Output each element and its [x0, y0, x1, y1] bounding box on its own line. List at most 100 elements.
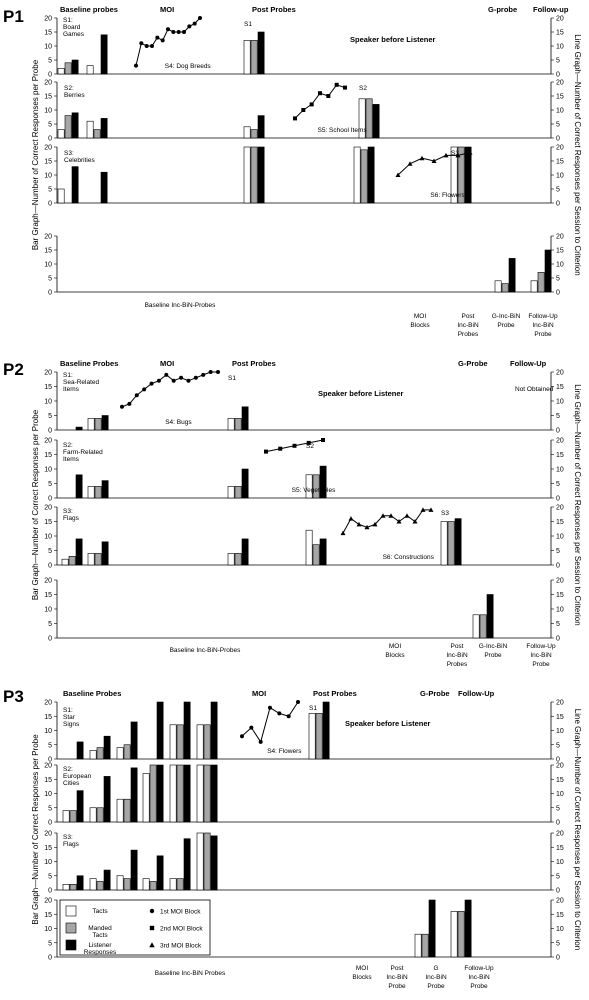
bar [414, 933, 422, 958]
bar [76, 875, 84, 891]
line-point [171, 30, 176, 34]
line-point [388, 513, 394, 518]
bar [203, 764, 211, 823]
tick-label-left: 0 [48, 428, 52, 435]
tick-label-left: 5 [48, 58, 52, 65]
bar [450, 911, 458, 958]
line-point [134, 63, 138, 68]
tick-label-left: 5 [48, 413, 52, 420]
bar [250, 146, 258, 204]
x-axis-caption: Probe [532, 661, 550, 668]
bar [75, 538, 83, 566]
x-axis-caption: Probes [447, 661, 468, 668]
tick-label-right: 0 [556, 888, 560, 895]
line-point [166, 27, 170, 32]
legend-label: 2nd MOI Block [160, 926, 203, 933]
line-point [278, 446, 283, 451]
bar [142, 878, 150, 891]
tick-label-left: 0 [48, 636, 52, 643]
set-label: S1: [63, 707, 73, 714]
line-point [277, 711, 282, 716]
bar [319, 538, 327, 566]
line-point [321, 438, 325, 442]
bar [464, 899, 472, 958]
tick-label-right: 0 [556, 636, 560, 643]
set-label: Celebrities [64, 157, 95, 164]
bar [479, 614, 487, 639]
line-point [201, 372, 206, 377]
tick-label-right: 15 [556, 384, 564, 391]
y-axis-title-right: Line Graph—Number of Correct Responses p… [573, 384, 582, 625]
line-point [334, 82, 339, 87]
bar [537, 272, 545, 293]
tick-label-right: 10 [556, 791, 564, 798]
tick-label-left: 5 [48, 481, 52, 488]
bar [241, 468, 249, 499]
legend-swatch [65, 905, 77, 917]
bar [447, 521, 455, 566]
tick-label-right: 0 [556, 496, 560, 503]
tick-label-right: 20 [556, 578, 564, 585]
legend-marker [149, 925, 155, 931]
bar [250, 40, 258, 75]
bar [508, 258, 516, 293]
x-axis-caption: Inc-BiN [468, 974, 490, 981]
line-point [264, 449, 268, 454]
line-point [155, 35, 160, 40]
legend-swatch [65, 939, 77, 951]
legend-label: 3rd MOI Block [160, 943, 202, 950]
phase-label: Baseline Probes [60, 359, 118, 368]
tick-label-left: 0 [48, 136, 52, 143]
tick-label-left: 20 [44, 763, 52, 770]
bar [358, 98, 366, 139]
bar [305, 529, 313, 566]
tick-label-right: 20 [556, 700, 564, 707]
bar [464, 146, 472, 204]
set-label: Flags [63, 841, 80, 848]
line-set-label: S5: School Items [318, 127, 368, 134]
line-set-label: S4: Bugs [165, 419, 192, 426]
tick-label-left: 10 [44, 607, 52, 614]
set-label: S3 [451, 150, 459, 157]
set-label: S2: [63, 442, 73, 449]
tick-label-right: 10 [556, 467, 564, 474]
y-axis-title-left: Bar Graph—Number of Correct Responses pe… [31, 409, 40, 600]
tick-label-right: 5 [556, 940, 560, 947]
bar [62, 810, 70, 823]
set-label: S2: [64, 85, 74, 92]
bar [183, 764, 191, 823]
x-axis-caption: Inc-BiN [457, 322, 479, 329]
bar [176, 764, 184, 823]
bar [176, 878, 184, 891]
line-point [186, 378, 191, 383]
bar [196, 832, 204, 891]
x-axis-caption: Probe [484, 652, 502, 659]
bar [96, 807, 104, 823]
x-axis-caption: Blocks [385, 652, 405, 659]
tick-label-right: 10 [556, 173, 564, 180]
bar [57, 129, 65, 139]
set-label: Farm-Related [63, 449, 103, 456]
legend-label: Tacts [92, 908, 108, 915]
tick-label-left: 0 [48, 496, 52, 503]
bar [103, 776, 111, 823]
bar [57, 188, 65, 204]
bar [86, 65, 94, 75]
bar [243, 126, 251, 139]
tick-label-left: 0 [48, 820, 52, 827]
tick-label-right: 0 [556, 820, 560, 827]
phase-label: Baseline Probes [63, 689, 121, 698]
line-point [249, 725, 254, 730]
x-axis-caption: Baseline Inc-BiN-Probes [145, 302, 217, 309]
series-line [342, 509, 431, 534]
bar [103, 869, 111, 891]
set-label: S1 [228, 375, 236, 382]
x-axis-caption: MOI [414, 313, 426, 320]
tick-label-right: 10 [556, 859, 564, 866]
bar [210, 701, 218, 760]
x-axis-caption: Inc-BiN [386, 974, 408, 981]
tick-label-left: 15 [44, 592, 52, 599]
tick-label-left: 15 [44, 452, 52, 459]
bar [544, 249, 552, 293]
set-label: Cities [63, 780, 80, 787]
